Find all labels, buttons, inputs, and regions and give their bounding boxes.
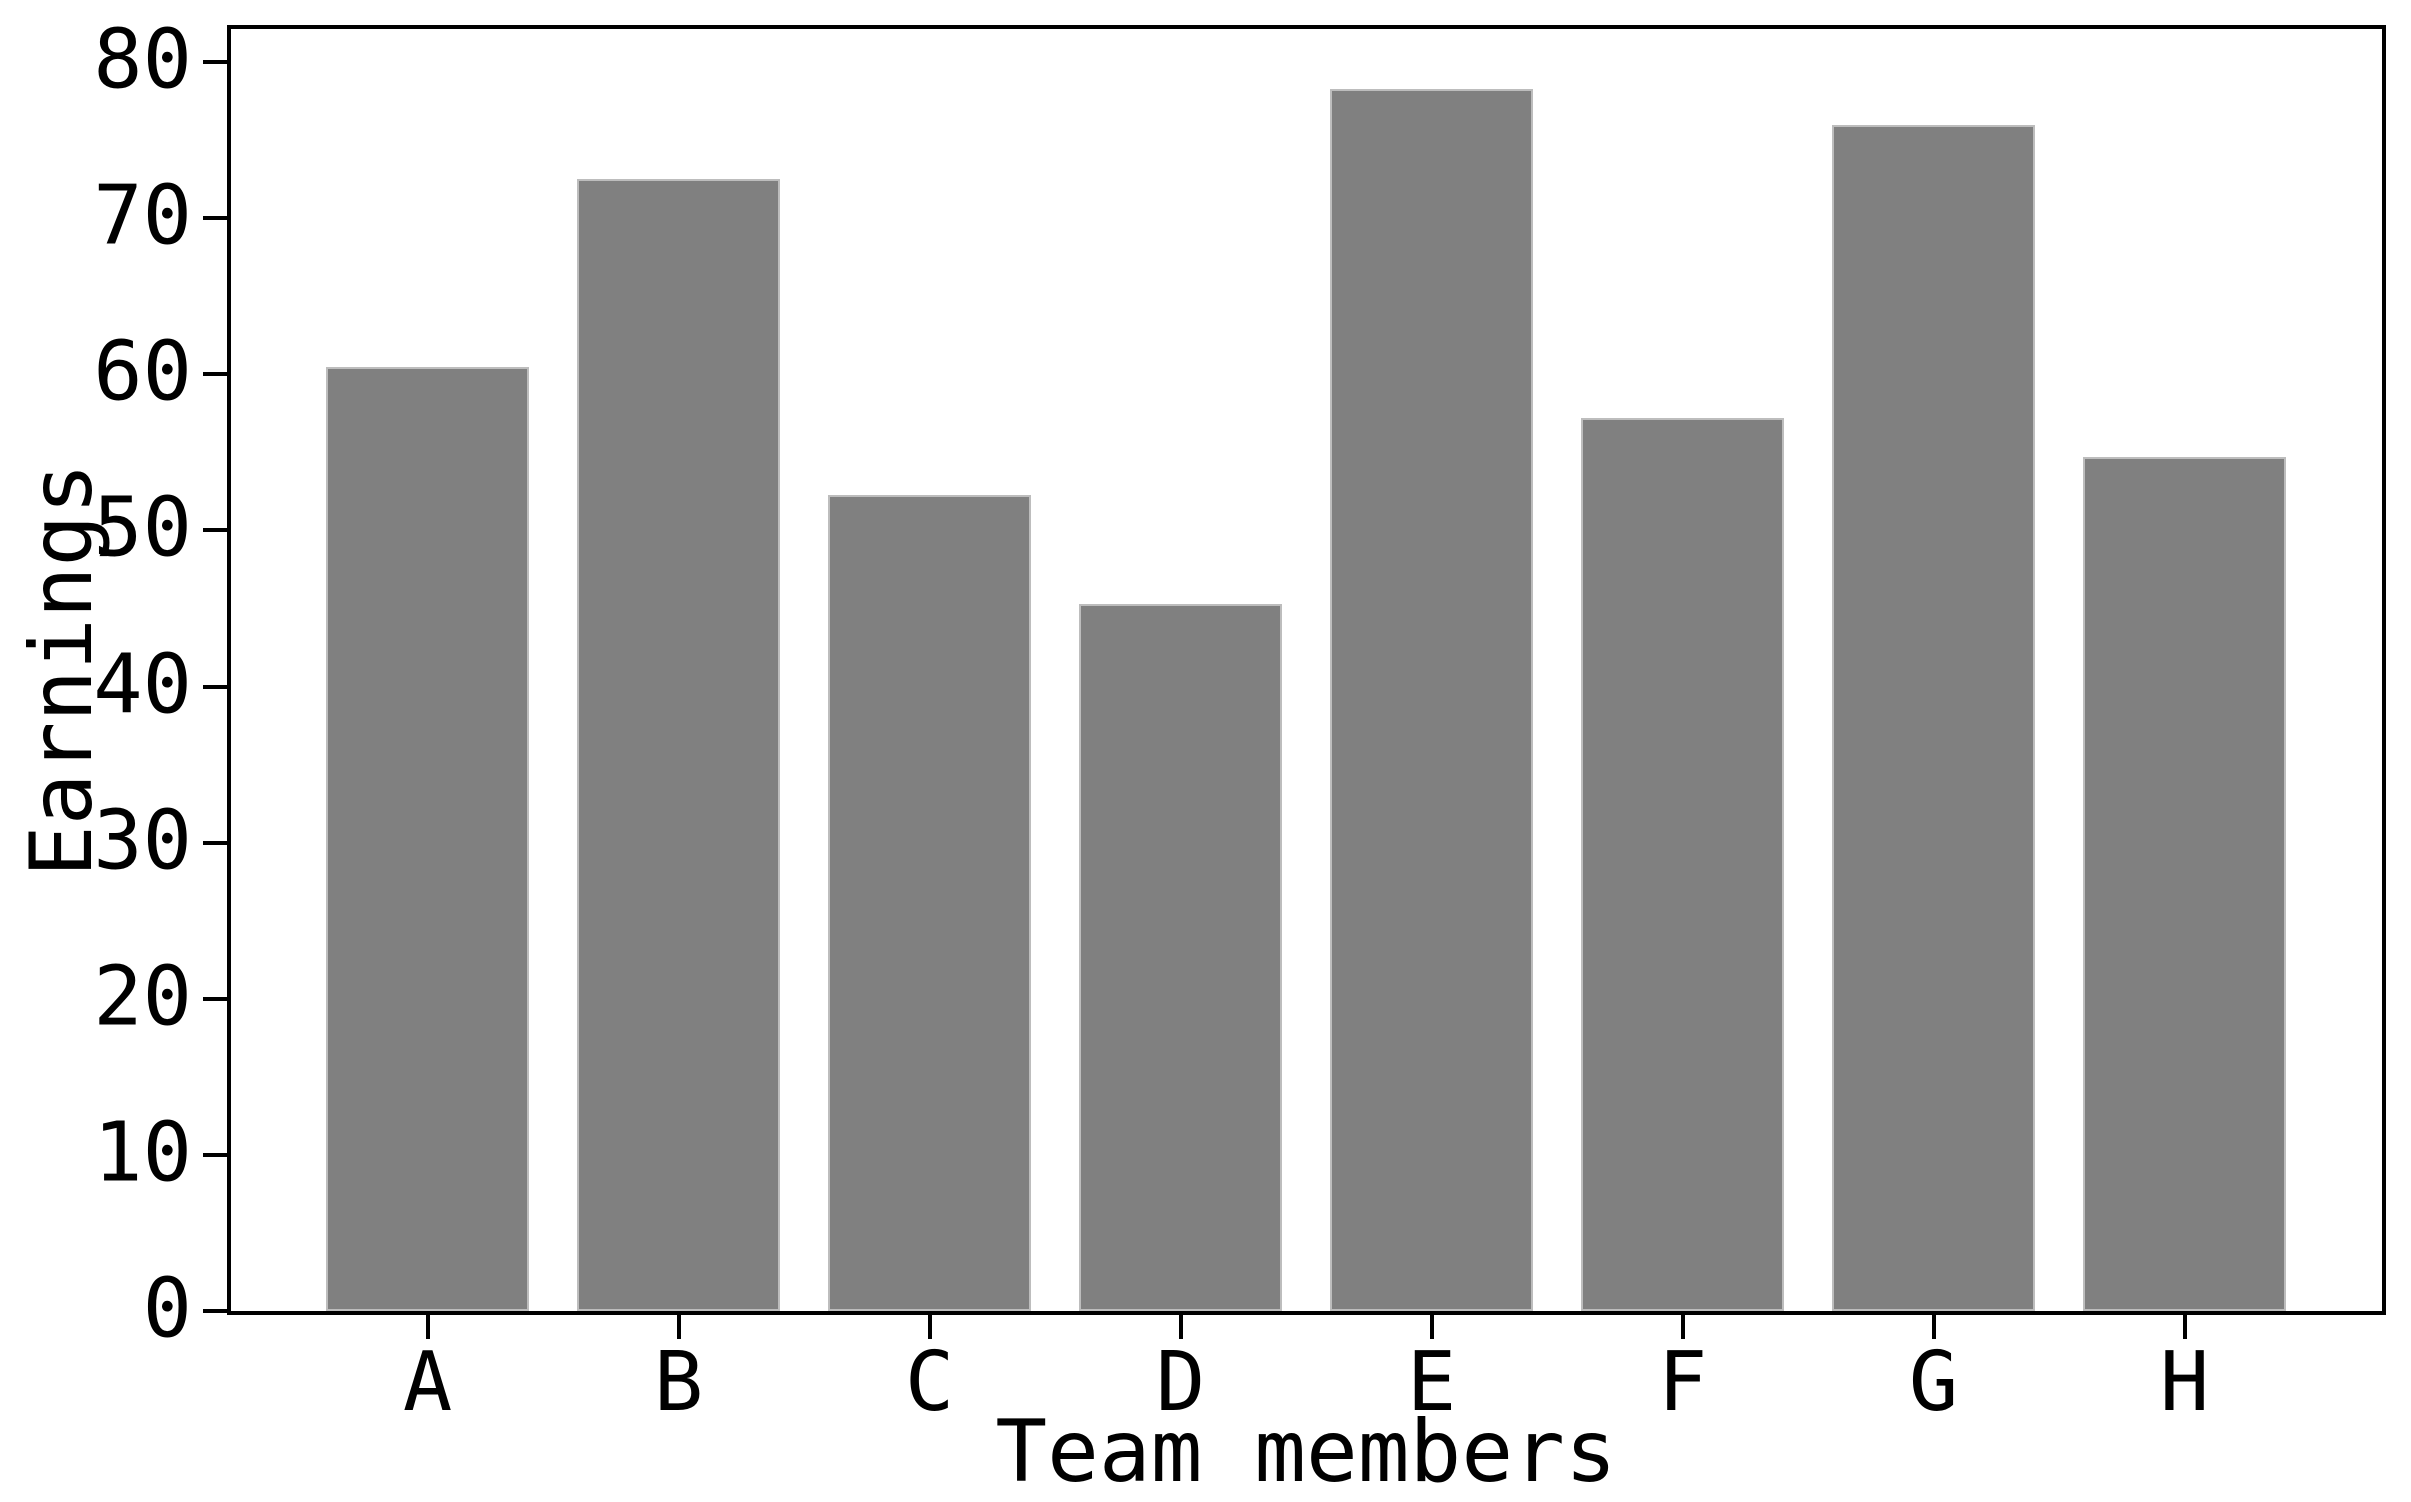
y-tick-label-50: 50	[93, 480, 192, 576]
bar-C	[828, 495, 1031, 1311]
y-tick-mark-20	[203, 997, 229, 1001]
y-tick-mark-40	[203, 685, 229, 689]
y-tick-label-40: 40	[93, 637, 192, 733]
x-tick-label-D: D	[1155, 1335, 1206, 1430]
y-tick-label-70: 70	[93, 168, 192, 264]
y-tick-mark-10	[203, 1153, 229, 1157]
x-tick-mark-F	[1680, 1313, 1685, 1339]
y-tick-mark-70	[203, 216, 229, 220]
x-tick-label-B: B	[653, 1335, 704, 1430]
x-tick-label-H: H	[2159, 1335, 2210, 1430]
x-tick-mark-G	[1931, 1313, 1936, 1339]
x-tick-mark-C	[927, 1313, 932, 1339]
x-tick-mark-D	[1178, 1313, 1183, 1339]
x-tick-label-C: C	[904, 1335, 955, 1430]
bar-D	[1079, 604, 1282, 1311]
y-tick-mark-80	[203, 60, 229, 64]
y-tick-label-0: 0	[142, 1261, 192, 1357]
y-tick-mark-50	[203, 528, 229, 532]
bar-G	[1832, 125, 2035, 1311]
bar-A	[326, 367, 529, 1311]
y-tick-label-30: 30	[93, 793, 192, 889]
bar-H	[2083, 457, 2286, 1311]
bar-E	[1330, 89, 1533, 1311]
bar-F	[1581, 418, 1784, 1311]
y-tick-mark-30	[203, 841, 229, 845]
y-tick-mark-60	[203, 372, 229, 376]
x-tick-label-F: F	[1657, 1335, 1708, 1430]
x-axis-title: Team members	[995, 1402, 1617, 1502]
x-tick-mark-E	[1429, 1313, 1434, 1339]
x-tick-label-G: G	[1908, 1335, 1959, 1430]
x-tick-mark-B	[676, 1313, 681, 1339]
y-tick-label-80: 80	[93, 12, 192, 108]
y-axis-title: Earnings	[12, 462, 112, 878]
x-tick-mark-H	[2182, 1313, 2187, 1339]
y-tick-label-10: 10	[93, 1105, 192, 1201]
x-tick-label-E: E	[1406, 1335, 1457, 1430]
x-tick-label-A: A	[402, 1335, 453, 1430]
y-tick-label-60: 60	[93, 324, 192, 420]
bar-B	[577, 179, 780, 1311]
x-tick-mark-A	[425, 1313, 430, 1339]
y-tick-mark-0	[203, 1309, 229, 1313]
y-tick-label-20: 20	[93, 949, 192, 1045]
plot-area	[227, 25, 2386, 1315]
